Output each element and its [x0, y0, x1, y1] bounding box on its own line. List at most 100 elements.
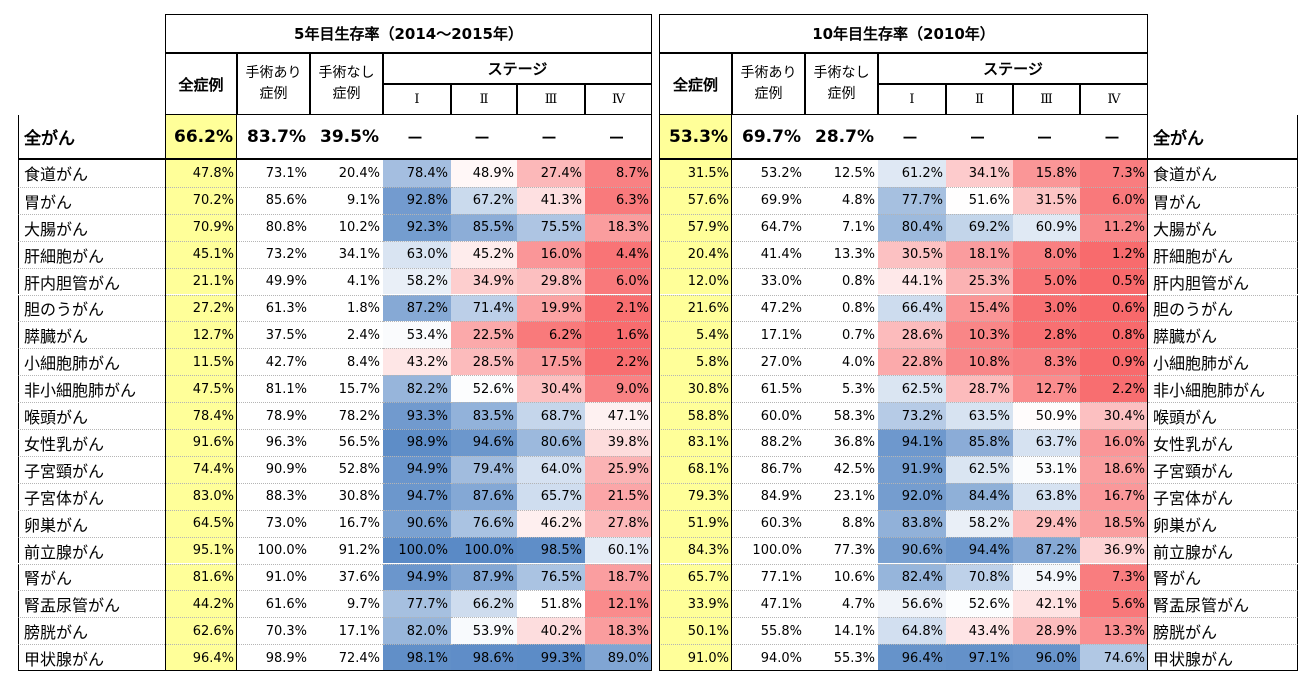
row-label-left: 卵巣がん: [18, 509, 165, 537]
cell-10y: 8.8%: [805, 509, 878, 537]
group-title-5y: 5年目生存率（2014～2015年）: [165, 14, 652, 53]
row-label-right: 膵臓がん: [1148, 321, 1298, 349]
cell-10y: 5.6%: [1080, 590, 1148, 618]
cell-10y: 64.7%: [732, 213, 805, 241]
cell-10y: 31.5%: [1013, 186, 1080, 214]
cell-5y: 68.7%: [517, 402, 585, 429]
cell-10y: 63.8%: [1013, 482, 1080, 510]
cell-10y: 31.5%: [659, 160, 732, 187]
cell-5y: 6.2%: [517, 321, 585, 349]
cell-5y: 71.4%: [451, 294, 517, 322]
cell-10y: 100.0%: [732, 536, 805, 564]
cell-10y: 68.1%: [659, 455, 732, 483]
cell-10y: 8.0%: [1013, 240, 1080, 268]
cell-10y: 51.9%: [659, 509, 732, 537]
cell-5y: 52.6%: [451, 375, 517, 403]
cell-5y: 98.6%: [451, 644, 517, 672]
cell-10y: 28.9%: [1013, 617, 1080, 645]
cell-10y: 91.9%: [878, 455, 946, 483]
cell-5y: 16.0%: [517, 240, 585, 268]
cell-5y: 90.6%: [383, 509, 451, 537]
cell-10y: 69.9%: [732, 186, 805, 214]
cell-10y: 63.5%: [946, 402, 1013, 429]
row-label-right: 卵巣がん: [1148, 509, 1298, 537]
cell-5y: 34.1%: [310, 240, 383, 268]
cell-10y: 85.8%: [946, 429, 1013, 456]
cell-5y: 6.0%: [585, 267, 652, 295]
cell-5y: 98.5%: [517, 536, 585, 564]
cell-5y: 9.1%: [310, 186, 383, 214]
cell-10y: 61.5%: [732, 375, 805, 403]
cell-5y: 100.0%: [237, 536, 310, 564]
row-label-right: 腎盂尿管がん: [1148, 590, 1298, 618]
cell-10y: 62.5%: [946, 455, 1013, 483]
cell-5y: 1.8%: [310, 294, 383, 322]
cell-5y: 90.9%: [237, 455, 310, 483]
col-stage-4-5y: Ⅳ: [585, 84, 652, 115]
cell-5y: 4.4%: [585, 240, 652, 268]
cell-10y: 96.0%: [1013, 644, 1080, 672]
cell-10y: 0.7%: [805, 321, 878, 349]
cell-5y: 78.4%: [383, 160, 451, 187]
col-stage-3-10y: Ⅲ: [1013, 84, 1080, 115]
col-all-cases-5y: 全症例: [165, 53, 237, 115]
cell-10y: 21.6%: [659, 294, 732, 322]
summary-value-5y: －: [383, 115, 451, 160]
summary-value-10y: －: [1013, 115, 1080, 160]
cell-5y: 58.2%: [383, 267, 451, 295]
cell-5y: 19.9%: [517, 294, 585, 322]
cell-5y: 6.3%: [585, 186, 652, 214]
cell-5y: 87.2%: [383, 294, 451, 322]
cell-5y: 94.9%: [383, 455, 451, 483]
cell-5y: 60.1%: [585, 536, 652, 564]
cell-10y: 83.8%: [878, 509, 946, 537]
cell-5y: 52.8%: [310, 455, 383, 483]
group-title-10y: 10年目生存率（2010年）: [659, 14, 1148, 53]
cell-5y: 8.7%: [585, 160, 652, 187]
cell-5y: 73.1%: [237, 160, 310, 187]
cell-5y: 9.7%: [310, 590, 383, 618]
cell-10y: 77.7%: [878, 186, 946, 214]
row-label-right: 大腸がん: [1148, 213, 1298, 241]
cell-10y: 53.1%: [1013, 455, 1080, 483]
row-label-right: 非小細胞肺がん: [1148, 375, 1298, 403]
cell-5y: 96.4%: [165, 644, 237, 672]
cell-5y: 78.4%: [165, 402, 237, 429]
cell-10y: 15.8%: [1013, 160, 1080, 187]
row-label-right: 小細胞肺がん: [1148, 348, 1298, 376]
cell-5y: 2.4%: [310, 321, 383, 349]
cell-5y: 30.8%: [310, 482, 383, 510]
cell-5y: 29.8%: [517, 267, 585, 295]
col-stage-5y: ステージ: [383, 53, 652, 84]
cell-5y: 85.6%: [237, 186, 310, 214]
row-label-left: 腎盂尿管がん: [18, 590, 165, 618]
cell-5y: 99.3%: [517, 644, 585, 672]
cell-10y: 2.2%: [1080, 375, 1148, 403]
col-surgery-no-10y: 手術なし症例: [805, 53, 878, 115]
row-label-left: 小細胞肺がん: [18, 348, 165, 376]
row-label-left: 子宮頸がん: [18, 455, 165, 483]
cell-10y: 34.1%: [946, 160, 1013, 187]
cell-10y: 10.6%: [805, 563, 878, 591]
cell-5y: 75.5%: [517, 213, 585, 241]
row-label-left: 胆のうがん: [18, 294, 165, 322]
row-label-right: 腎がん: [1148, 563, 1298, 591]
cell-10y: 66.4%: [878, 294, 946, 322]
cell-5y: 94.9%: [383, 563, 451, 591]
cell-10y: 96.4%: [878, 644, 946, 672]
cell-5y: 53.9%: [451, 617, 517, 645]
cell-10y: 12.7%: [1013, 375, 1080, 403]
cell-10y: 7.3%: [1080, 160, 1148, 187]
summary-value-5y: －: [585, 115, 652, 160]
cell-5y: 46.2%: [517, 509, 585, 537]
cell-10y: 84.9%: [732, 482, 805, 510]
summary-value-5y: －: [517, 115, 585, 160]
cell-10y: 87.2%: [1013, 536, 1080, 564]
cell-10y: 13.3%: [805, 240, 878, 268]
cell-10y: 42.1%: [1013, 590, 1080, 618]
cell-10y: 25.3%: [946, 267, 1013, 295]
cell-5y: 70.3%: [237, 617, 310, 645]
cell-10y: 55.8%: [732, 617, 805, 645]
cell-5y: 83.0%: [165, 482, 237, 510]
row-label-right: 胃がん: [1148, 186, 1298, 214]
